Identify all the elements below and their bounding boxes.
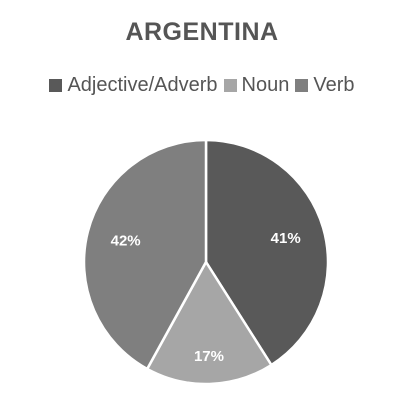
legend-label-adjective-adverb: Adjective/Adverb bbox=[67, 74, 218, 96]
legend-swatch-verb bbox=[295, 79, 309, 92]
legend-label-verb: Verb bbox=[313, 74, 355, 96]
legend-label-noun: Noun bbox=[241, 74, 290, 96]
legend-item-adjective-adverb: Adjective/Adverb bbox=[49, 74, 218, 97]
legend-swatch-noun bbox=[223, 79, 237, 92]
legend-item-verb: Verb bbox=[295, 74, 355, 97]
legend: Adjective/Adverb Noun Verb bbox=[0, 74, 404, 97]
data-label-verb: 42% bbox=[111, 232, 141, 249]
pie-slice-verb bbox=[82, 138, 208, 371]
legend-item-noun: Noun bbox=[223, 74, 290, 97]
chart-title: ARGENTINA bbox=[125, 18, 279, 46]
data-label-noun: 17% bbox=[194, 348, 224, 365]
pie-slice-noun bbox=[145, 259, 274, 386]
legend-swatch-adjective-adverb bbox=[49, 79, 63, 92]
data-label-adjective-adverb: 41% bbox=[271, 230, 301, 247]
